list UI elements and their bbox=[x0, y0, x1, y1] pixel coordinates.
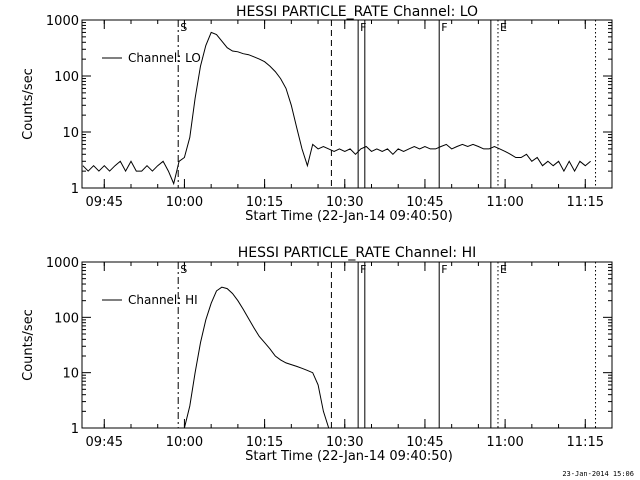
x-tick-label: 11:15 bbox=[567, 195, 604, 210]
x-tick-label: 09:45 bbox=[86, 195, 123, 210]
y-tick-label: 10 bbox=[62, 367, 79, 382]
x-tick-label: 10:45 bbox=[406, 195, 443, 210]
time-marker-label: E bbox=[500, 21, 507, 34]
y-axis-label: Counts/sec bbox=[21, 68, 36, 140]
footer-timestamp: 23-Jan-2014 15:06 bbox=[562, 470, 634, 478]
x-tick-label: 09:45 bbox=[86, 435, 123, 450]
series-line bbox=[82, 31, 591, 186]
x-tick-label: 10:00 bbox=[166, 435, 203, 450]
legend-label: Channel: LO bbox=[128, 51, 201, 65]
time-marker-label: F bbox=[360, 21, 366, 34]
y-tick-label: 1000 bbox=[46, 256, 79, 271]
y-tick-label: 1000 bbox=[46, 14, 79, 29]
time-marker-label: S bbox=[180, 263, 187, 276]
time-marker-label: F bbox=[441, 263, 447, 276]
plot-panel-lo: HESSI PARTICLE_RATE Channel: LO 1 10 100 100… bbox=[21, 4, 613, 224]
plot-panel-hi: HESSI PARTICLE_RATE Channel: HI 1 10 100 100… bbox=[21, 245, 613, 464]
y-tick-label: 10 bbox=[62, 126, 79, 141]
time-marker-label: E bbox=[500, 263, 507, 276]
x-axis-label: Start Time (22-Jan-14 09:40:50) bbox=[245, 209, 453, 224]
x-tick-label: 10:15 bbox=[246, 435, 283, 450]
time-marker-label: S bbox=[180, 21, 187, 34]
series-line bbox=[183, 286, 330, 429]
legend-label: Channel: HI bbox=[128, 293, 198, 307]
chart-title: HESSI PARTICLE_RATE Channel: LO bbox=[236, 4, 478, 20]
y-axis-label: Counts/sec bbox=[21, 309, 36, 381]
y-tick-label: 1 bbox=[71, 182, 79, 197]
y-tick-label: 1 bbox=[71, 422, 79, 437]
time-marker-label: F bbox=[360, 263, 366, 276]
x-tick-label: 10:30 bbox=[326, 435, 363, 450]
chart-title: HESSI PARTICLE_RATE Channel: HI bbox=[238, 245, 476, 261]
plot-frame bbox=[81, 261, 613, 429]
x-tick-label: 10:15 bbox=[246, 195, 283, 210]
x-tick-label: 10:45 bbox=[406, 435, 443, 450]
y-tick-label: 100 bbox=[54, 311, 79, 326]
x-tick-label: 11:15 bbox=[567, 435, 604, 450]
y-tick-label: 100 bbox=[54, 70, 79, 85]
time-marker-label: F bbox=[441, 21, 447, 34]
plot-frame bbox=[81, 19, 613, 189]
x-tick-label: 10:00 bbox=[166, 195, 203, 210]
x-tick-label: 10:30 bbox=[326, 195, 363, 210]
x-axis-label: Start Time (22-Jan-14 09:40:50) bbox=[245, 449, 453, 464]
x-tick-label: 11:00 bbox=[486, 195, 523, 210]
x-tick-label: 11:00 bbox=[486, 435, 523, 450]
